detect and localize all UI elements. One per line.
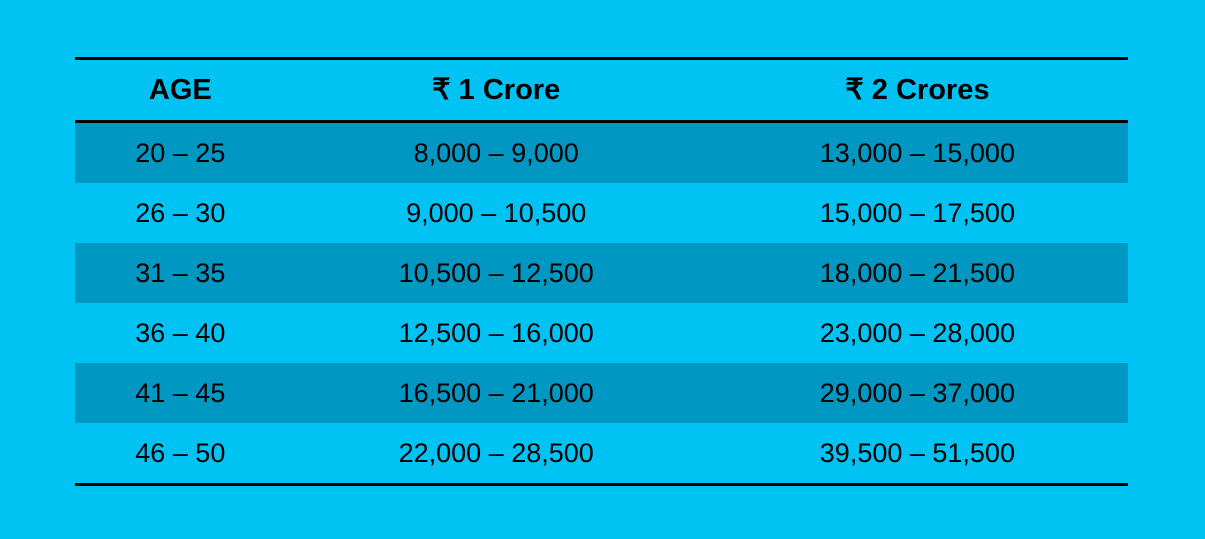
age-range-cell: 26 – 30: [135, 198, 226, 228]
premium-by-age-table: AGE ₹ 1 Crore ₹ 2 Crores 20 – 25 8,000 –…: [75, 57, 1128, 486]
two-crores-cell: 23,000 – 28,000: [819, 318, 1015, 348]
column-header-2-crores: ₹ 2 Crores: [845, 74, 990, 106]
table-header-row: AGE ₹ 1 Crore ₹ 2 Crores: [75, 60, 1128, 123]
one-crore-cell: 12,500 – 16,000: [398, 318, 594, 348]
one-crore-cell: 8,000 – 9,000: [413, 138, 579, 168]
one-crore-cell: 16,500 – 21,000: [398, 378, 594, 408]
table-row: 20 – 25 8,000 – 9,000 13,000 – 15,000: [75, 123, 1128, 183]
age-range-cell: 36 – 40: [135, 318, 226, 348]
age-range-cell: 20 – 25: [135, 138, 226, 168]
two-crores-cell: 18,000 – 21,500: [819, 258, 1015, 288]
age-range-cell: 31 – 35: [135, 258, 226, 288]
table-row: 31 – 35 10,500 – 12,500 18,000 – 21,500: [75, 243, 1128, 303]
two-crores-cell: 13,000 – 15,000: [819, 138, 1015, 168]
age-range-cell: 46 – 50: [135, 438, 226, 468]
table-row: 36 – 40 12,500 – 16,000 23,000 – 28,000: [75, 303, 1128, 363]
table-row: 26 – 30 9,000 – 10,500 15,000 – 17,500: [75, 183, 1128, 243]
column-header-age: AGE: [148, 74, 212, 106]
two-crores-cell: 15,000 – 17,500: [819, 198, 1015, 228]
age-range-cell: 41 – 45: [135, 378, 226, 408]
column-header-1-crore: ₹ 1 Crore: [432, 74, 561, 106]
one-crore-cell: 22,000 – 28,500: [398, 438, 594, 468]
table-row: 46 – 50 22,000 – 28,500 39,500 – 51,500: [75, 423, 1128, 483]
two-crores-cell: 29,000 – 37,000: [819, 378, 1015, 408]
one-crore-cell: 9,000 – 10,500: [406, 198, 587, 228]
table-row: 41 – 45 16,500 – 21,000 29,000 – 37,000: [75, 363, 1128, 423]
one-crore-cell: 10,500 – 12,500: [398, 258, 594, 288]
two-crores-cell: 39,500 – 51,500: [819, 438, 1015, 468]
